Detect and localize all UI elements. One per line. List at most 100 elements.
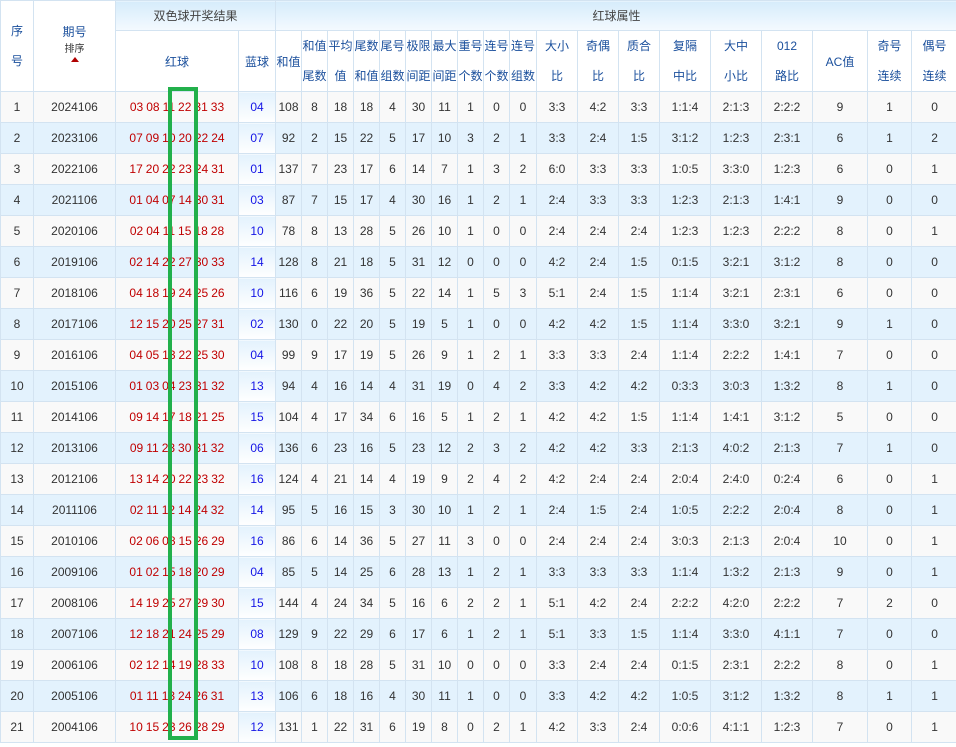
repeat-skip-middle-ratio-cell: 2:0:4 — [659, 463, 712, 495]
tail-sum-cell: 16 — [353, 432, 381, 464]
sum-cell: 99 — [275, 339, 303, 371]
consecutive-groups-cell: 0 — [509, 91, 538, 123]
consecutive-count-header: 连号 个数 — [483, 30, 511, 92]
big-mid-small-ratio-cell: 1:4:1 — [710, 401, 763, 433]
big-mid-small-ratio-header-line: 小比 — [724, 69, 749, 83]
blue-ball-cell: 16 — [237, 525, 277, 557]
sum-tail-cell: 4 — [301, 401, 329, 433]
average-cell: 22 — [327, 711, 355, 743]
prime-composite-ratio-cell: 2:4 — [618, 463, 661, 495]
period-cell: 2020106 — [33, 215, 116, 247]
even-consecutive-header: 偶号 连续 — [911, 30, 956, 92]
consecutive-count-cell: 3 — [483, 432, 511, 464]
even-consecutive-cell: 0 — [911, 184, 956, 216]
seq-cell: 17 — [0, 587, 34, 619]
prime-composite-ratio-cell: 2:4 — [618, 711, 661, 743]
odd-even-ratio-cell: 4:2 — [577, 91, 620, 123]
average-cell: 17 — [327, 401, 355, 433]
even-consecutive-cell: 1 — [911, 711, 956, 743]
road-012-ratio-cell: 2:2:2 — [761, 215, 814, 247]
repeat-count-cell: 1 — [457, 618, 485, 650]
average-cell: 18 — [327, 649, 355, 681]
seq-cell: 5 — [0, 215, 34, 247]
consecutive-groups-cell: 1 — [509, 184, 538, 216]
table-row: 5 2020106 02 04 11 15 18 28 10 78 8 13 28 5 26 10 1 0 0 2:4… — [0, 215, 956, 247]
red-ball-number: 05 — [145, 348, 160, 362]
red-ball-number: 02 — [145, 565, 160, 579]
repeat-skip-middle-ratio-cell: 1:1:4 — [659, 277, 712, 309]
big-mid-small-ratio-cell: 2:4:0 — [710, 463, 763, 495]
max-gap-cell: 14 — [431, 277, 459, 309]
sum-cell: 86 — [275, 525, 303, 557]
repeat-count-cell: 1 — [457, 91, 485, 123]
tail-sum-cell: 28 — [353, 649, 381, 681]
average-cell: 13 — [327, 215, 355, 247]
range-span-cell: 16 — [405, 401, 433, 433]
red-ball-number: 27 — [194, 317, 209, 331]
road-012-ratio-cell: 0:2:4 — [761, 463, 814, 495]
prime-composite-ratio-cell: 3:3 — [618, 153, 661, 185]
road-012-ratio-cell: 2:1:3 — [761, 432, 814, 464]
consecutive-count-cell: 0 — [483, 308, 511, 340]
red-ball-number: 26 — [194, 689, 208, 703]
red-ball-number: 23 — [161, 441, 176, 455]
max-gap-cell: 10 — [431, 494, 459, 526]
red-ball-number: 15 — [178, 534, 192, 548]
red-ball-number: 04 — [146, 224, 160, 238]
red-balls-cell: 07 09 10 20 22 24 — [115, 122, 239, 154]
big-small-ratio-cell: 4:2 — [536, 401, 579, 433]
consecutive-groups-cell: 1 — [509, 587, 538, 619]
average-cell: 19 — [327, 277, 355, 309]
red-ball-number: 32 — [210, 441, 225, 455]
red-ball-number: 20 — [178, 131, 192, 145]
odd-even-ratio-header-line: 奇偶 — [586, 39, 611, 53]
period-cell: 2012106 — [33, 463, 116, 495]
seq-cell: 18 — [0, 618, 34, 650]
sum-cell: 108 — [275, 91, 303, 123]
red-ball-number: 22 — [178, 472, 192, 486]
blue-ball-cell: 14 — [237, 494, 277, 526]
big-mid-small-ratio-cell: 1:2:3 — [710, 122, 763, 154]
tail-sum-header: 尾数 和值 — [353, 30, 381, 92]
odd-even-ratio-cell: 4:2 — [577, 680, 620, 712]
sum-tail-cell: 9 — [301, 339, 329, 371]
even-consecutive-cell: 0 — [911, 308, 956, 340]
max-gap-cell: 10 — [431, 649, 459, 681]
table-row: 13 2012106 13 14 20 22 23 32 16 124 4 21 14 4 19 9 2 4 2 4:… — [0, 463, 956, 495]
repeat-skip-middle-ratio-cell: 0:1:5 — [659, 246, 712, 278]
prime-composite-ratio-cell: 2:4 — [618, 494, 661, 526]
tail-sum-cell: 25 — [353, 556, 381, 588]
red-ball-number: 23 — [178, 379, 192, 393]
sum-cell: 137 — [275, 153, 303, 185]
range-span-header-line: 极限 — [406, 39, 431, 53]
max-gap-cell: 11 — [431, 91, 459, 123]
road-012-ratio-cell: 2:1:3 — [761, 556, 814, 588]
prime-composite-ratio-cell: 1:5 — [618, 277, 661, 309]
big-mid-small-ratio-cell: 3:1:2 — [710, 680, 763, 712]
red-ball-number: 22 — [194, 131, 209, 145]
sum-tail-cell: 0 — [301, 308, 329, 340]
blue-ball-cell: 10 — [237, 277, 277, 309]
red-ball-number: 22 — [178, 100, 192, 114]
even-consecutive-cell: 0 — [911, 370, 956, 402]
sort-button[interactable]: 排序 — [35, 44, 115, 62]
seq-header: 序 号 — [0, 0, 34, 92]
seq-cell: 15 — [0, 525, 34, 557]
even-consecutive-cell: 1 — [911, 649, 956, 681]
odd-even-ratio-cell: 2:4 — [577, 277, 620, 309]
road-012-ratio-cell: 1:4:1 — [761, 339, 814, 371]
red-ball-number: 23 — [178, 162, 192, 176]
consecutive-groups-cell: 1 — [509, 556, 538, 588]
red-ball-number: 31 — [194, 100, 208, 114]
big-mid-small-ratio-cell: 4:2:0 — [710, 587, 763, 619]
big-small-ratio-cell: 5:1 — [536, 618, 579, 650]
even-consecutive-cell: 2 — [911, 122, 956, 154]
repeat-count-header-line: 重号 — [458, 39, 483, 53]
period-header[interactable]: 期号 排序 — [33, 0, 116, 92]
sum-tail-header: 和值 尾数 — [301, 30, 329, 92]
repeat-skip-middle-ratio-cell: 1:1:4 — [659, 556, 712, 588]
red-ball-number: 14 — [162, 658, 176, 672]
big-mid-small-ratio-cell: 2:1:3 — [710, 184, 763, 216]
table-row: 20 2005106 01 11 13 24 26 31 13 106 6 18 16 4 30 11 1 0 0 3… — [0, 680, 956, 712]
